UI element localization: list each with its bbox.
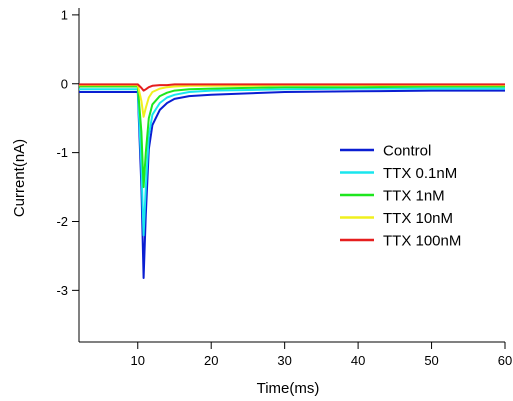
series-line-4 — [79, 83, 505, 92]
y-axis-label: Current(nA) — [11, 139, 28, 217]
x-tick-label: 10 — [131, 353, 145, 368]
legend-label: TTX 100nM — [383, 233, 461, 250]
y-ticks: 1 0 -1 -2 -3 — [56, 7, 79, 298]
y-axis: 1 0 -1 -2 -3 — [56, 7, 80, 342]
series-line-1 — [79, 87, 505, 237]
y-tick-label: 1 — [61, 7, 68, 22]
legend-label: TTX 10nM — [383, 210, 453, 227]
series-layer — [79, 83, 505, 279]
x-axis-label: Time(ms) — [257, 380, 320, 397]
legend-label: TTX 0.1nM — [383, 165, 457, 182]
legend: Control TTX 0.1nM TTX 1nM TTX 10nM TTX 100nM — [340, 143, 461, 250]
x-tick-label: 50 — [424, 353, 438, 368]
y-tick-label: 0 — [61, 76, 68, 91]
x-tick-label: 40 — [351, 353, 365, 368]
y-tick-label: -3 — [56, 283, 68, 298]
y-tick-label: -2 — [56, 214, 68, 229]
x-tick-label: 60 — [498, 353, 512, 368]
x-ticks: 10 20 30 40 50 60 — [131, 342, 512, 368]
series-line-2 — [79, 85, 505, 189]
x-axis: 10 20 30 40 50 60 — [79, 341, 512, 368]
legend-label: TTX 1nM — [383, 188, 445, 205]
y-tick-label: -1 — [56, 145, 68, 160]
x-tick-label: 30 — [277, 353, 291, 368]
legend-label: Control — [383, 143, 431, 160]
x-tick-label: 20 — [204, 353, 218, 368]
